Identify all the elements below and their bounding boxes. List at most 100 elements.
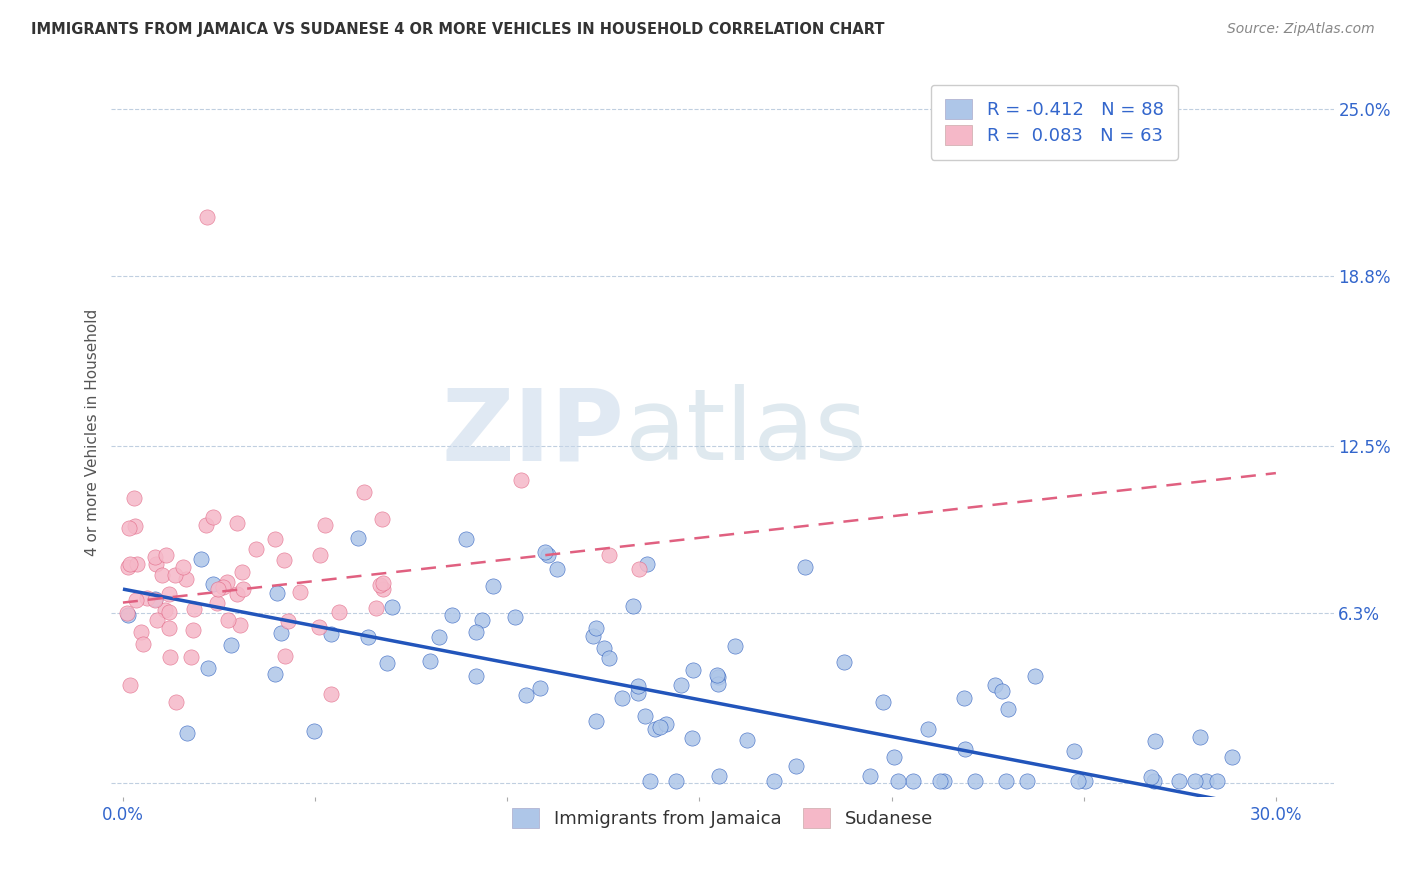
Point (1220, 750, 1243, 764)
Point (482, 579, 505, 593)
Point (644, 723, 666, 737)
Point (157, 621, 180, 635)
Point (963, 773, 986, 788)
Point (145, 557, 167, 571)
Point (273, 648, 295, 663)
Point (650, 720, 672, 734)
Point (785, 759, 807, 773)
Point (231, 566, 253, 580)
Point (1024, 669, 1046, 683)
Point (183, 624, 205, 638)
Point (1189, 730, 1212, 744)
Point (373, 582, 395, 597)
Y-axis label: 4 or more Vehicles in Household: 4 or more Vehicles in Household (86, 309, 100, 557)
Point (245, 541, 267, 556)
Point (582, 629, 605, 643)
Point (217, 574, 239, 589)
Point (205, 596, 228, 610)
Point (634, 708, 657, 723)
Point (464, 668, 486, 682)
Point (621, 599, 644, 613)
Point (183, 602, 205, 616)
Point (1167, 773, 1189, 788)
Legend: Immigrants from Jamaica, Sudanese: Immigrants from Jamaica, Sudanese (505, 801, 941, 835)
Point (117, 607, 139, 622)
Point (132, 636, 155, 650)
Point (264, 532, 287, 546)
Point (308, 620, 330, 634)
Point (536, 548, 558, 562)
Point (190, 552, 212, 566)
Point (197, 210, 219, 224)
Point (357, 630, 380, 644)
Point (270, 625, 292, 640)
Point (735, 733, 758, 747)
Point (143, 593, 166, 607)
Point (115, 606, 138, 620)
Point (157, 605, 180, 619)
Point (118, 521, 141, 535)
Point (319, 627, 342, 641)
Point (150, 568, 173, 582)
Point (953, 690, 976, 705)
Point (872, 695, 894, 709)
Point (118, 557, 141, 571)
Point (129, 624, 152, 639)
Point (762, 773, 785, 788)
Point (219, 638, 242, 652)
Point (503, 610, 526, 624)
Point (665, 773, 688, 788)
Point (1143, 734, 1166, 748)
Point (832, 655, 855, 669)
Point (163, 568, 186, 582)
Point (627, 686, 650, 700)
Point (314, 517, 336, 532)
Point (381, 600, 404, 615)
Text: Source: ZipAtlas.com: Source: ZipAtlas.com (1227, 22, 1375, 37)
Text: ZIP: ZIP (441, 384, 624, 481)
Point (201, 577, 224, 591)
Point (585, 714, 607, 729)
Point (1195, 773, 1218, 788)
Point (353, 484, 375, 499)
Point (125, 593, 148, 607)
Point (127, 557, 149, 571)
Point (1184, 773, 1206, 788)
Point (155, 603, 177, 617)
Point (593, 641, 616, 656)
Point (794, 560, 817, 574)
Point (366, 600, 388, 615)
Point (706, 677, 728, 691)
Point (319, 688, 342, 702)
Point (232, 582, 254, 597)
Point (997, 702, 1019, 716)
Point (991, 684, 1014, 698)
Point (373, 575, 395, 590)
Point (510, 473, 533, 487)
Point (228, 618, 250, 632)
Point (598, 650, 620, 665)
Point (371, 511, 394, 525)
Point (1206, 773, 1229, 788)
Point (858, 769, 880, 783)
Point (328, 605, 350, 619)
Point (456, 533, 478, 547)
Point (464, 624, 486, 639)
Point (1015, 773, 1038, 788)
Point (122, 491, 145, 506)
Point (174, 573, 197, 587)
Point (419, 654, 441, 668)
Point (441, 608, 464, 623)
Point (118, 678, 141, 692)
Point (724, 639, 747, 653)
Point (707, 670, 730, 684)
Point (610, 690, 633, 705)
Point (953, 742, 976, 756)
Point (146, 613, 169, 627)
Point (546, 562, 568, 576)
Point (529, 681, 551, 696)
Point (159, 649, 181, 664)
Point (368, 577, 391, 591)
Point (883, 750, 905, 764)
Point (165, 695, 187, 709)
